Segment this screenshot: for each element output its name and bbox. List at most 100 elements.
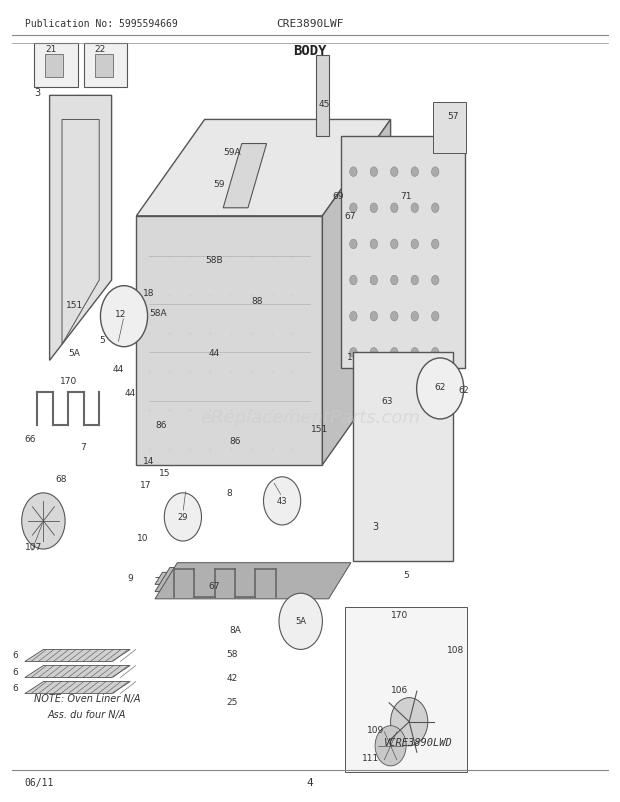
- Text: 111: 111: [362, 753, 379, 763]
- Polygon shape: [155, 563, 351, 599]
- Circle shape: [370, 204, 378, 213]
- Circle shape: [432, 240, 439, 249]
- Polygon shape: [155, 573, 336, 585]
- Text: 108: 108: [447, 645, 464, 654]
- Circle shape: [22, 493, 65, 549]
- Circle shape: [391, 276, 398, 286]
- Text: 62: 62: [435, 382, 446, 391]
- Text: 59A: 59A: [224, 148, 241, 157]
- Text: 29: 29: [178, 512, 188, 521]
- Circle shape: [370, 168, 378, 177]
- Text: 44: 44: [208, 348, 219, 358]
- Text: 06/11: 06/11: [25, 777, 54, 787]
- Text: VCRE3890LWD: VCRE3890LWD: [384, 737, 453, 747]
- FancyBboxPatch shape: [345, 607, 467, 772]
- Circle shape: [370, 348, 378, 358]
- Text: 5: 5: [403, 570, 409, 579]
- Circle shape: [417, 358, 464, 419]
- Circle shape: [350, 276, 357, 286]
- Text: 22: 22: [95, 45, 106, 54]
- Polygon shape: [316, 56, 329, 136]
- Circle shape: [370, 312, 378, 322]
- Text: eReplacementParts.com: eReplacementParts.com: [200, 408, 420, 426]
- Text: 107: 107: [25, 542, 42, 551]
- Text: 44: 44: [125, 388, 136, 398]
- Polygon shape: [322, 120, 391, 465]
- Text: 68: 68: [56, 474, 68, 483]
- Circle shape: [164, 493, 202, 541]
- Circle shape: [411, 312, 418, 322]
- Text: 66: 66: [25, 434, 37, 443]
- Circle shape: [350, 168, 357, 177]
- Text: 4: 4: [307, 777, 313, 787]
- Text: 5A: 5A: [68, 348, 81, 358]
- Circle shape: [391, 240, 398, 249]
- Text: 3: 3: [372, 521, 378, 531]
- Circle shape: [370, 276, 378, 286]
- Text: 7: 7: [81, 442, 86, 451]
- Circle shape: [411, 348, 418, 358]
- Text: 44: 44: [112, 364, 123, 374]
- Circle shape: [411, 276, 418, 286]
- Text: 63: 63: [382, 396, 393, 406]
- FancyBboxPatch shape: [84, 44, 127, 88]
- Text: 170: 170: [391, 610, 408, 619]
- Text: 69: 69: [332, 192, 343, 201]
- Text: 21: 21: [45, 45, 56, 54]
- FancyBboxPatch shape: [45, 55, 63, 78]
- Text: 5A: 5A: [295, 616, 306, 626]
- Text: 151: 151: [66, 300, 83, 310]
- Text: 1: 1: [347, 352, 353, 362]
- Text: NOTE: Oven Liner N/A: NOTE: Oven Liner N/A: [33, 693, 140, 703]
- Circle shape: [391, 312, 398, 322]
- Circle shape: [350, 240, 357, 249]
- Polygon shape: [223, 144, 267, 209]
- Polygon shape: [341, 136, 465, 369]
- Polygon shape: [50, 96, 112, 361]
- Circle shape: [350, 312, 357, 322]
- Text: 45: 45: [319, 99, 330, 109]
- Text: 170: 170: [60, 376, 77, 386]
- Circle shape: [264, 477, 301, 525]
- Text: 43: 43: [277, 496, 288, 505]
- Text: 15: 15: [159, 468, 170, 478]
- Text: 3: 3: [34, 88, 40, 98]
- Text: 59: 59: [213, 180, 224, 189]
- Circle shape: [432, 348, 439, 358]
- Circle shape: [391, 698, 428, 746]
- Circle shape: [350, 348, 357, 358]
- Text: 17: 17: [140, 480, 151, 490]
- FancyBboxPatch shape: [95, 55, 113, 78]
- Text: BODY: BODY: [293, 44, 327, 58]
- Polygon shape: [25, 666, 130, 678]
- Text: 58A: 58A: [149, 308, 167, 318]
- Circle shape: [432, 168, 439, 177]
- Text: 9: 9: [127, 573, 133, 582]
- Text: 71: 71: [401, 192, 412, 201]
- FancyBboxPatch shape: [433, 103, 466, 154]
- Text: 14: 14: [143, 456, 154, 466]
- Text: 109: 109: [366, 725, 384, 735]
- Text: 6: 6: [12, 683, 18, 691]
- Text: 6: 6: [12, 650, 18, 659]
- Text: 18: 18: [143, 288, 154, 298]
- Text: 58: 58: [227, 649, 238, 658]
- Polygon shape: [136, 217, 322, 465]
- Polygon shape: [353, 353, 453, 561]
- Circle shape: [432, 312, 439, 322]
- Circle shape: [375, 726, 406, 766]
- Text: 10: 10: [137, 533, 148, 542]
- Text: 151: 151: [311, 424, 328, 434]
- Circle shape: [391, 168, 398, 177]
- Polygon shape: [25, 682, 130, 694]
- Polygon shape: [25, 650, 130, 662]
- Circle shape: [391, 348, 398, 358]
- Text: 106: 106: [391, 685, 409, 695]
- FancyBboxPatch shape: [34, 44, 78, 88]
- Text: 8A: 8A: [229, 625, 242, 634]
- Circle shape: [432, 276, 439, 286]
- Polygon shape: [136, 120, 391, 217]
- Text: 88: 88: [252, 296, 263, 306]
- Text: 5: 5: [99, 335, 105, 345]
- Text: 67: 67: [208, 581, 219, 590]
